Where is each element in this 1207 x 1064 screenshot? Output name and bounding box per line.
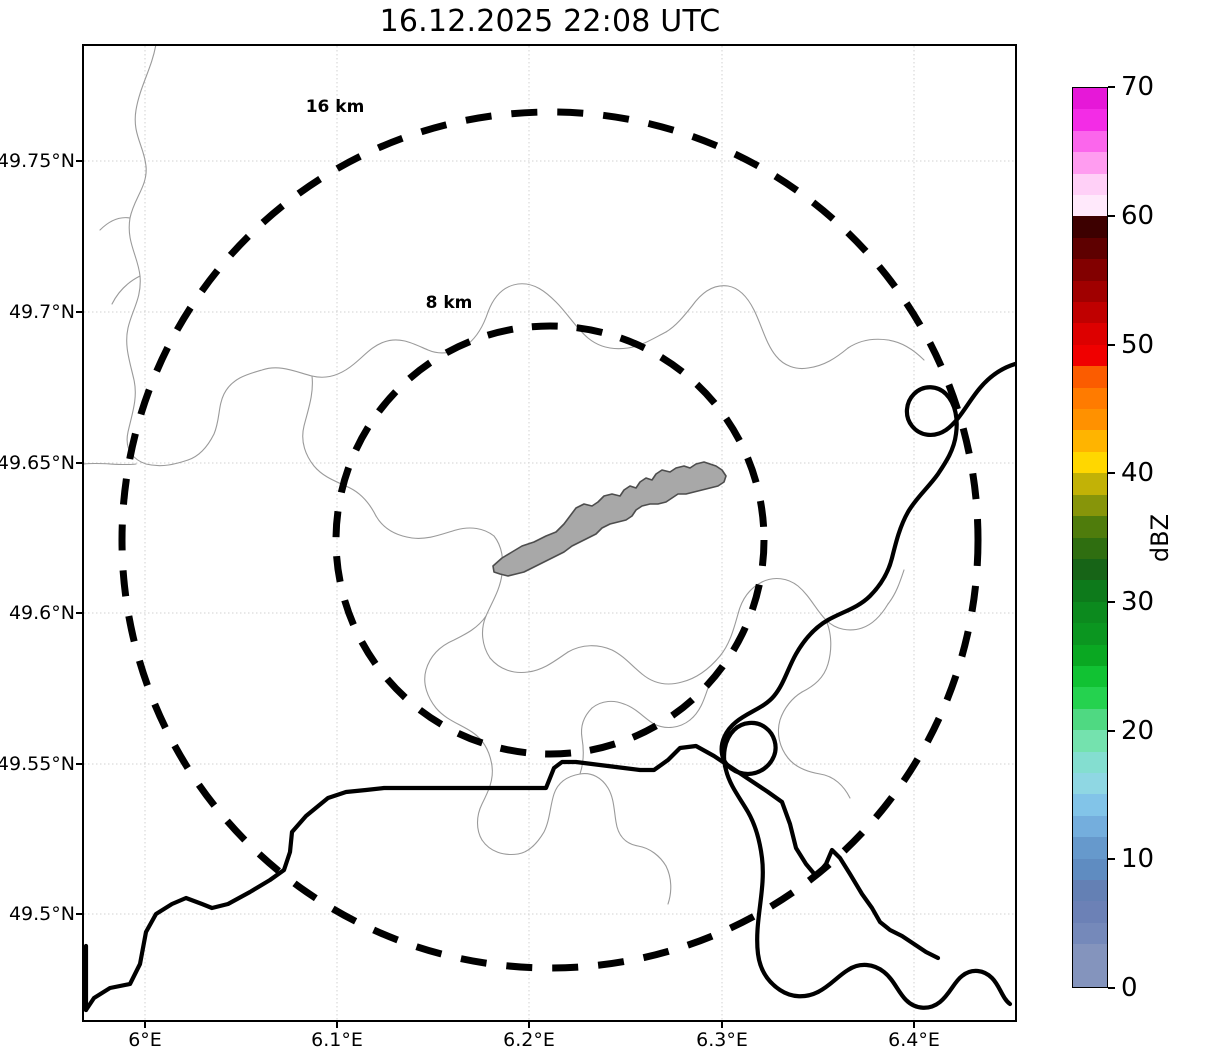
colorbar-band: [1073, 88, 1107, 111]
colorbar-band: [1073, 687, 1107, 710]
colorbar-band: [1073, 601, 1107, 625]
colorbar-band: [1073, 323, 1107, 346]
lon-tick-mark: [913, 1022, 915, 1028]
colorbar-band: [1073, 516, 1107, 539]
colorbar-tick-mark: [1108, 344, 1115, 346]
colorbar-band: [1073, 879, 1107, 903]
colorbar-tick-mark: [1108, 601, 1115, 603]
colorbar-tick-mark: [1108, 215, 1115, 217]
colorbar-band: [1073, 473, 1107, 496]
colorbar-band: [1073, 858, 1107, 882]
colorbar-tick-mark: [1108, 86, 1115, 88]
lake-polygon: [492, 461, 727, 577]
colorbar-tick-mark: [1108, 472, 1115, 474]
gridlines: [84, 46, 1015, 1020]
colorbar-tick-label: 60: [1121, 201, 1155, 231]
lat-tick-label: 49.7°N: [8, 301, 75, 323]
range-ring-16km: [118, 108, 982, 972]
lon-tick-label: 6.3°E: [696, 1029, 748, 1051]
lat-tick-label: 49.55°N: [0, 753, 75, 775]
colorbar-tick-mark: [1108, 730, 1115, 732]
lat-tick-mark: [76, 462, 82, 464]
colorbar-band: [1073, 623, 1107, 646]
colorbar-band: [1073, 901, 1107, 924]
colorbar-band: [1073, 130, 1107, 154]
colorbar-tick-label: 70: [1121, 72, 1155, 102]
lon-tick-mark: [721, 1022, 723, 1028]
lon-tick-label: 6°E: [128, 1029, 162, 1051]
range-rings: [118, 108, 982, 972]
lon-tick-mark: [336, 1022, 338, 1028]
lat-tick-label: 49.5°N: [8, 903, 75, 925]
page-title: 16.12.2025 22:08 UTC: [379, 4, 721, 39]
colorbar-band: [1073, 409, 1107, 432]
colorbar-band: [1073, 794, 1107, 817]
colorbar-band: [1073, 216, 1107, 239]
colorbar[interactable]: [1072, 87, 1108, 988]
colorbar-band: [1073, 344, 1107, 368]
colorbar-tick-label: 20: [1121, 716, 1155, 746]
lon-tick-mark: [528, 1022, 530, 1028]
colorbar-band: [1073, 944, 1107, 967]
map-plot-area[interactable]: [82, 44, 1017, 1022]
lon-tick-label: 6.4°E: [888, 1029, 940, 1051]
colorbar-band: [1073, 430, 1107, 453]
colorbar-tick-label: 10: [1121, 844, 1155, 874]
colorbar-band: [1073, 451, 1107, 475]
colorbar-band: [1073, 537, 1107, 560]
colorbar-tick-label: 0: [1121, 973, 1138, 1003]
range-ring-label-16km: 16 km: [305, 97, 365, 117]
colorbar-band: [1073, 815, 1107, 839]
lon-tick-label: 6.1°E: [311, 1029, 363, 1051]
range-ring-8km: [332, 322, 768, 758]
colorbar-band: [1073, 665, 1107, 689]
colorbar-band: [1073, 387, 1107, 411]
colorbar-axis-label: dBZ: [1146, 513, 1174, 563]
colorbar-tick-label: 50: [1121, 330, 1155, 360]
admin-boundaries: [84, 46, 925, 905]
colorbar-tick-mark: [1108, 987, 1115, 989]
colorbar-band: [1073, 366, 1107, 389]
lon-tick-mark: [144, 1022, 146, 1028]
lat-tick-label: 49.65°N: [0, 452, 75, 474]
lat-tick-mark: [76, 913, 82, 915]
map-graphics: [84, 46, 1015, 1020]
colorbar-band: [1073, 195, 1107, 218]
colorbar-band: [1073, 580, 1107, 603]
colorbar-tick-label: 40: [1121, 458, 1155, 488]
colorbar-band: [1073, 965, 1107, 987]
colorbar-band: [1073, 173, 1107, 197]
lat-tick-label: 49.6°N: [8, 602, 75, 624]
colorbar-band: [1073, 708, 1107, 732]
lat-tick-mark: [76, 311, 82, 313]
colorbar-band: [1073, 644, 1107, 667]
colorbar-band: [1073, 259, 1107, 282]
lat-tick-mark: [76, 160, 82, 162]
lat-tick-label: 49.75°N: [0, 150, 75, 172]
colorbar-band: [1073, 152, 1107, 175]
colorbar-band: [1073, 837, 1107, 860]
colorbar-tick-label: 30: [1121, 587, 1155, 617]
colorbar-band: [1073, 280, 1107, 304]
lat-tick-mark: [76, 763, 82, 765]
lat-tick-mark: [76, 612, 82, 614]
colorbar-band: [1073, 772, 1107, 796]
colorbar-band: [1073, 302, 1107, 325]
country-borders: [84, 361, 1015, 1013]
colorbar-band: [1073, 109, 1107, 132]
colorbar-tick-mark: [1108, 858, 1115, 860]
colorbar-band: [1073, 558, 1107, 582]
colorbar-band: [1073, 730, 1107, 753]
colorbar-band: [1073, 494, 1107, 518]
colorbar-band: [1073, 237, 1107, 261]
lon-tick-label: 6.2°E: [503, 1029, 555, 1051]
colorbar-band: [1073, 751, 1107, 775]
range-ring-label-8km: 8 km: [425, 293, 473, 313]
colorbar-band: [1073, 922, 1107, 946]
